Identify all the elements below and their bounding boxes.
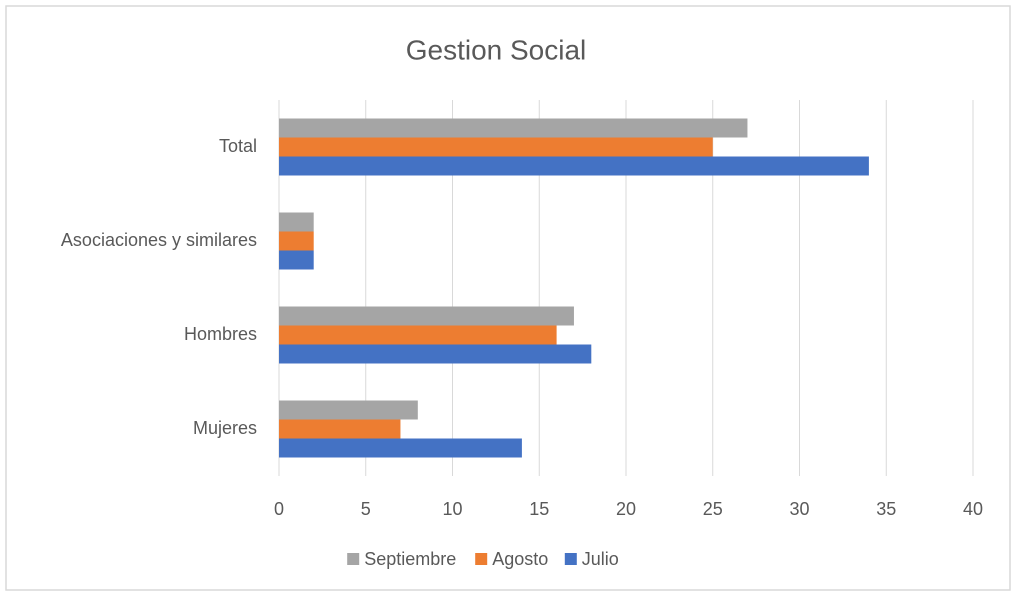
x-tick-label: 20 [616, 499, 636, 519]
bar [279, 156, 869, 176]
legend-swatch [564, 553, 577, 565]
y-tick-label: Asociaciones y similares [61, 230, 257, 250]
legend-label: Julio [582, 549, 619, 569]
x-tick-label: 35 [876, 499, 896, 519]
x-tick-label: 25 [703, 499, 723, 519]
bar [279, 344, 592, 364]
x-tick-label: 5 [361, 499, 371, 519]
x-tick-label: 30 [789, 499, 809, 519]
y-tick-label: Total [219, 136, 257, 156]
bar [279, 306, 574, 326]
bar [279, 400, 418, 420]
bar [279, 325, 557, 345]
bar [279, 419, 401, 439]
bar [279, 118, 748, 138]
y-tick-label: Mujeres [193, 418, 257, 438]
legend-label: Septiembre [364, 549, 456, 569]
bar [279, 250, 314, 270]
y-tick-label: Hombres [184, 324, 257, 344]
legend-label: Agosto [492, 549, 548, 569]
chart-border [5, 5, 1011, 591]
chart-title: Gestion Social [406, 34, 587, 65]
x-tick-label: 40 [963, 499, 983, 519]
bar [279, 212, 314, 232]
x-tick-label: 10 [442, 499, 462, 519]
bar [279, 137, 713, 157]
x-tick-label: 0 [274, 499, 284, 519]
bar [279, 438, 522, 458]
legend-swatch [475, 553, 488, 565]
bar [279, 231, 314, 251]
x-tick-label: 15 [529, 499, 549, 519]
legend-swatch [347, 553, 360, 565]
